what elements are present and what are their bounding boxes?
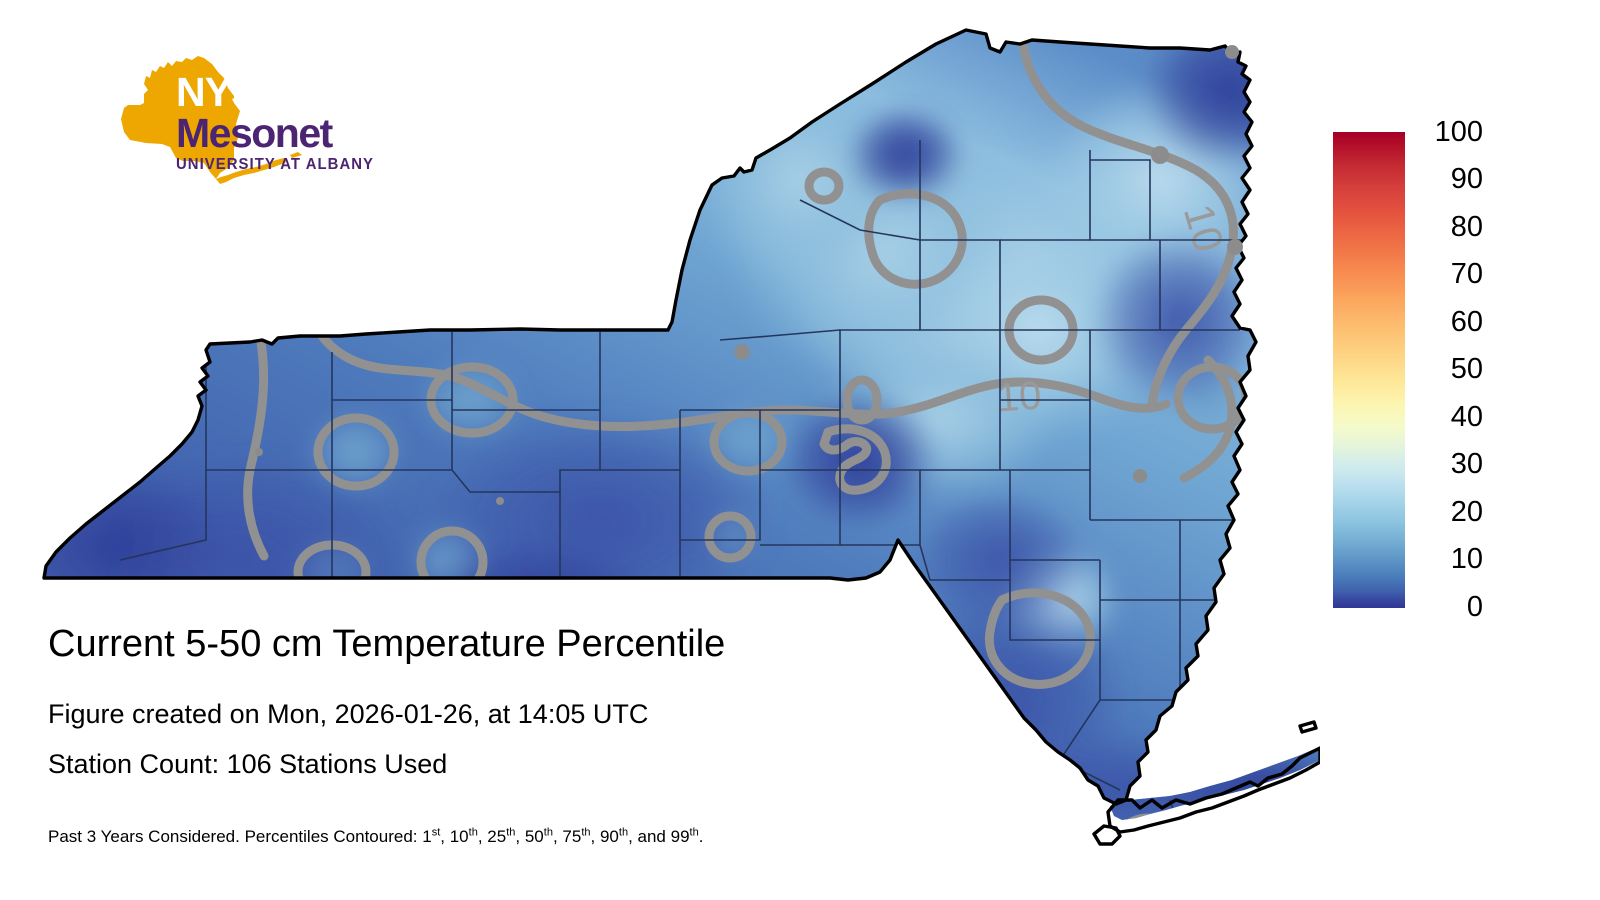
contour-footnote: Past 3 Years Considered. Percentiles Con… xyxy=(48,826,704,846)
footnote-p4-suffix: th xyxy=(543,826,553,839)
new-york-state-percentile-map: 10 10 xyxy=(42,28,1320,846)
percentile-colorbar xyxy=(1333,132,1405,608)
colorbar-tick-100: 100 xyxy=(1434,116,1483,148)
contour-label-10-central: 10 xyxy=(995,374,1042,421)
county-boundaries xyxy=(119,140,1250,820)
footnote-p1: 1 xyxy=(422,827,432,846)
station-count-text: Station Count: 106 Stations Used xyxy=(48,749,448,779)
colorbar-tick-20: 20 xyxy=(1450,496,1483,528)
footnote-period: . xyxy=(698,827,704,846)
state-outline xyxy=(42,28,1320,846)
colorbar-tick-90: 90 xyxy=(1450,163,1483,195)
colorbar-tick-0: 0 xyxy=(1466,591,1483,623)
footnote-p3: 25 xyxy=(487,827,507,846)
nys-mesonet-logo: NYSMesonet UNIVERSITY AT ALBANY xyxy=(58,48,398,188)
footnote-p3-suffix: th xyxy=(506,826,516,839)
footnote-prefix: Past 3 Years Considered. Percentiles Con… xyxy=(48,827,423,846)
footnote-p2-suffix: th xyxy=(468,826,478,839)
colorbar-tick-30: 30 xyxy=(1450,448,1483,480)
footnote-p1-suffix: st xyxy=(431,826,441,839)
footnote-p5: 75 xyxy=(562,827,582,846)
colorbar-tick-40: 40 xyxy=(1450,401,1483,433)
figure-title: Current 5-50 cm Temperature Percentile xyxy=(48,623,726,665)
footnote-p6: 90 xyxy=(599,827,619,846)
logo-mesonet-text: Mesonet xyxy=(176,110,333,156)
colorbar-tick-70: 70 xyxy=(1450,258,1483,290)
footnote-p7: 99 xyxy=(670,827,690,846)
logo-wordmark: NYSMesonet UNIVERSITY AT ALBANY xyxy=(176,72,401,174)
colorbar-tick-60: 60 xyxy=(1450,306,1483,338)
footnote-p6-suffix: th xyxy=(618,826,629,839)
footnote-p5-suffix: th xyxy=(581,826,591,839)
ny-state-logo-shape xyxy=(121,56,302,184)
colorbar-gradient xyxy=(1333,132,1405,608)
station-markers xyxy=(255,45,1243,505)
colorbar-tick-80: 80 xyxy=(1450,211,1483,243)
logo-nys-text: NYS xyxy=(176,69,258,115)
colorbar-tick-10: 10 xyxy=(1450,543,1483,575)
footnote-p2: 10 xyxy=(449,827,469,846)
logo-subtitle: UNIVERSITY AT ALBANY xyxy=(176,156,375,173)
colorbar-tick-50: 50 xyxy=(1450,353,1483,385)
footnote-p7-suffix: th xyxy=(689,826,699,839)
footnote-conjunction: , and xyxy=(628,827,671,846)
figure-created-timestamp: Figure created on Mon, 2026-01-26, at 14… xyxy=(48,699,649,729)
footnote-p4: 50 xyxy=(524,827,544,846)
